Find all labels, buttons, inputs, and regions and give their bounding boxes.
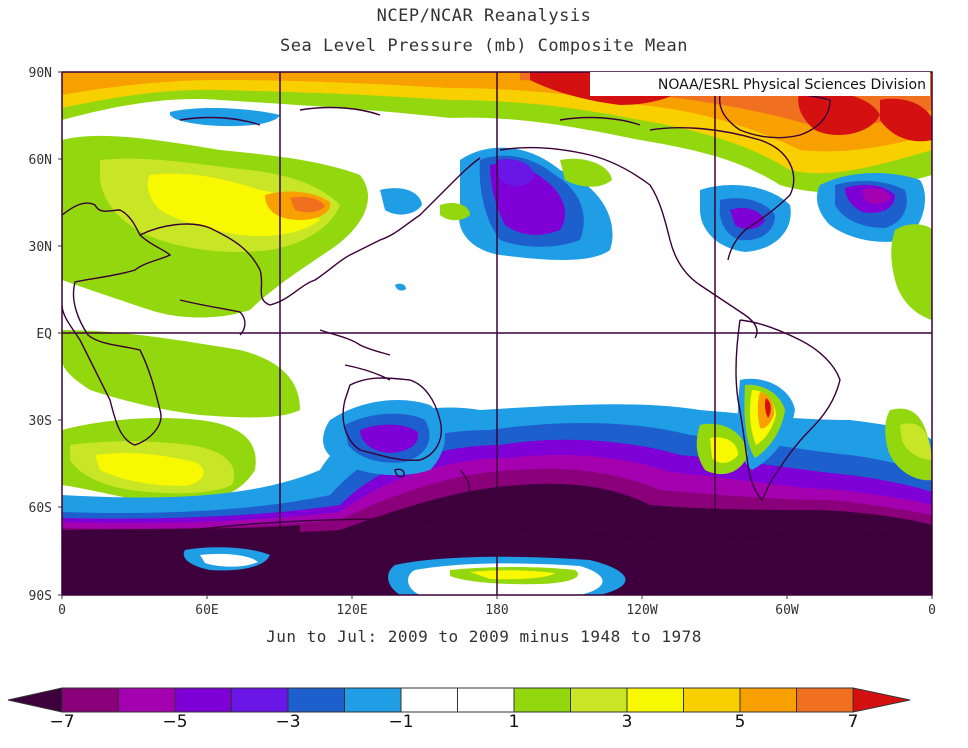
colorbar-cell xyxy=(513,687,571,713)
lon-label: 0 xyxy=(58,603,66,618)
lon-label: 120E xyxy=(336,603,367,618)
period-subtitle: Jun to Jul: 2009 to 2009 minus 1948 to 1… xyxy=(266,627,702,646)
colorbar-cell xyxy=(739,687,797,713)
lat-label: 60S xyxy=(29,501,52,516)
colorbar-label: 5 xyxy=(735,712,746,732)
colorbar xyxy=(7,687,911,713)
lon-label: 120W xyxy=(626,603,657,618)
longitude-labels: 0 60E 120E 180 120W 60W 0 xyxy=(58,603,936,618)
lat-label: 60N xyxy=(29,153,52,168)
lat-label: 30N xyxy=(29,240,52,255)
colorbar-labels: −7 −5 −3 −1 1 3 5 7 xyxy=(49,712,858,732)
lon-label: 60W xyxy=(775,603,799,618)
colorbar-cell xyxy=(683,687,741,713)
colorbar-cell xyxy=(61,687,119,713)
colorbar-cell xyxy=(796,687,854,713)
colorbar-cell xyxy=(626,687,684,713)
colorbar-cell xyxy=(231,687,289,713)
colorbar-label: 1 xyxy=(509,712,520,732)
graticule xyxy=(62,72,932,595)
latitude-labels: 90N 60N 30N EQ 30S 60S 90S xyxy=(29,66,53,604)
colorbar-label: 3 xyxy=(622,712,633,732)
chart-title-line1: NCEP/NCAR Reanalysis xyxy=(376,6,592,26)
credit-text: NOAA/ESRL Physical Sciences Division xyxy=(658,77,926,93)
colorbar-cell xyxy=(344,687,402,713)
colorbar-arrow-low xyxy=(7,687,63,713)
colorbar-cell xyxy=(457,687,515,713)
lat-label: 90N xyxy=(29,66,52,81)
chart-title-line2: Sea Level Pressure (mb) Composite Mean xyxy=(280,36,688,56)
lon-label: 60E xyxy=(195,603,218,618)
colorbar-cell xyxy=(570,687,628,713)
lon-label: 180 xyxy=(485,603,508,618)
axis-ticks xyxy=(58,71,933,599)
colorbar-arrow-high xyxy=(852,687,911,713)
colorbar-label: −5 xyxy=(162,712,187,732)
colorbar-cell xyxy=(174,687,232,713)
lat-label: 30S xyxy=(29,414,52,429)
lat-label: 90S xyxy=(29,589,52,604)
lat-label: EQ xyxy=(36,327,52,342)
colorbar-label: −1 xyxy=(388,712,413,732)
lon-label: 0 xyxy=(928,603,936,618)
colorbar-cell xyxy=(118,687,176,713)
colorbar-cell xyxy=(400,687,458,713)
coastlines xyxy=(62,91,932,546)
credit-box xyxy=(590,72,930,96)
colorbar-label: −3 xyxy=(275,712,300,732)
colorbar-cell xyxy=(287,687,345,713)
colorbar-label: 7 xyxy=(848,712,859,732)
colorbar-label: −7 xyxy=(49,712,74,732)
